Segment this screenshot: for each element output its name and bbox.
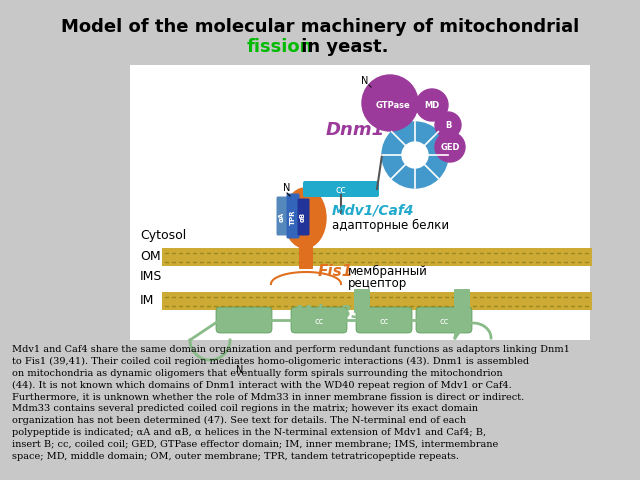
Text: GED: GED <box>440 144 460 153</box>
Ellipse shape <box>284 188 326 248</box>
Text: N: N <box>236 365 244 375</box>
FancyBboxPatch shape <box>303 181 379 197</box>
Text: IM: IM <box>140 295 154 308</box>
Bar <box>162 248 592 257</box>
Circle shape <box>362 75 418 131</box>
FancyBboxPatch shape <box>291 307 347 333</box>
Text: Cytosol: Cytosol <box>140 228 186 241</box>
Bar <box>162 292 592 301</box>
Text: TPR: TPR <box>290 209 296 225</box>
FancyBboxPatch shape <box>354 289 370 313</box>
Circle shape <box>402 142 428 168</box>
Text: N: N <box>362 76 369 86</box>
FancyBboxPatch shape <box>299 245 313 269</box>
FancyBboxPatch shape <box>287 193 300 239</box>
FancyBboxPatch shape <box>416 307 472 333</box>
Bar <box>162 301 592 310</box>
Text: MD: MD <box>424 101 440 110</box>
Text: OM: OM <box>140 251 161 264</box>
Text: N: N <box>284 183 291 193</box>
Circle shape <box>416 89 448 121</box>
Text: Mdm33: Mdm33 <box>295 304 364 322</box>
Text: B: B <box>445 121 451 131</box>
FancyBboxPatch shape <box>454 289 470 313</box>
Bar <box>162 257 592 266</box>
FancyBboxPatch shape <box>216 307 272 333</box>
Text: fission: fission <box>247 38 314 56</box>
Text: cc: cc <box>335 185 346 195</box>
FancyBboxPatch shape <box>276 196 289 236</box>
Circle shape <box>435 132 465 162</box>
Text: IMS: IMS <box>140 269 163 283</box>
FancyBboxPatch shape <box>356 307 412 333</box>
Text: Dnm1: Dnm1 <box>325 121 385 139</box>
Text: cc: cc <box>314 316 324 325</box>
Text: Mdv1/Caf4: Mdv1/Caf4 <box>332 203 415 217</box>
Text: cc: cc <box>380 316 388 325</box>
Text: рецептор: рецептор <box>348 276 407 289</box>
Text: Fis1: Fis1 <box>318 264 353 278</box>
Text: in yeast.: in yeast. <box>295 38 388 56</box>
Text: Model of the molecular machinery of mitochondrial: Model of the molecular machinery of mito… <box>61 18 579 36</box>
Text: cc: cc <box>440 316 449 325</box>
Text: WD40: WD40 <box>401 153 429 161</box>
Text: αA: αA <box>279 212 285 222</box>
FancyBboxPatch shape <box>298 199 310 236</box>
Circle shape <box>382 122 448 188</box>
FancyBboxPatch shape <box>130 65 590 340</box>
Text: мембранный: мембранный <box>348 264 428 277</box>
Text: GTPase: GTPase <box>376 101 410 110</box>
Circle shape <box>435 112 461 138</box>
Text: адапторные белки: адапторные белки <box>332 218 449 231</box>
Text: αB: αB <box>300 212 306 222</box>
Text: Mdv1 and Caf4 share the same domain organization and perform redundant functions: Mdv1 and Caf4 share the same domain orga… <box>12 345 570 461</box>
